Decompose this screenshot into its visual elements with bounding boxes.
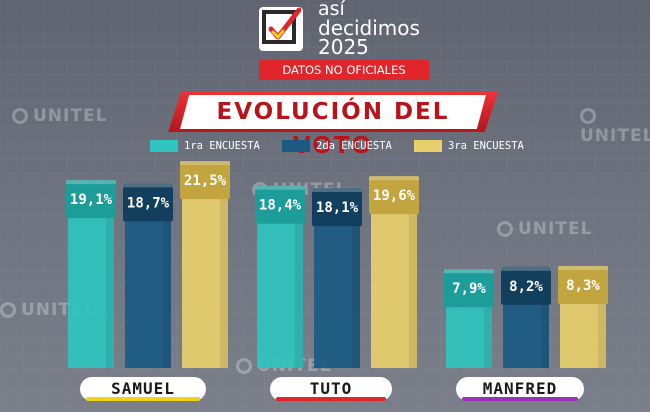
- bar-cap-highlight-samuel-3: [180, 161, 230, 166]
- bar-group-samuel-3: 21,5%: [180, 161, 230, 368]
- unitel-ring-icon: [12, 108, 28, 124]
- data-label-manfred-series-2: 8,2%: [509, 279, 543, 295]
- unofficial-data-badge: DATOS NO OFICIALES: [259, 60, 429, 80]
- bar-shade-tuto-2: [352, 224, 360, 368]
- watermark-text: UNITEL: [580, 126, 650, 146]
- bar-shade-manfred-2: [541, 302, 549, 368]
- legend-label-2: 2da ENCUESTA: [316, 140, 392, 152]
- data-label-samuel-series-3: 21,5%: [184, 173, 227, 189]
- bar-cap-tuto-series-2: [312, 188, 362, 227]
- data-label-tuto-series-2: 18,1%: [316, 200, 359, 216]
- bar-cap-manfred-series-2: [501, 266, 551, 305]
- brand-line-2: decidimos: [318, 16, 420, 40]
- brand-wordmark: así decidimos 2025: [318, 0, 420, 57]
- bar-samuel-series-2: [125, 219, 171, 368]
- bar-shade-samuel-2: [163, 219, 171, 368]
- bar-cap-highlight-samuel-2: [123, 183, 173, 188]
- brand-line-1: así: [318, 0, 345, 20]
- brand-logo: [259, 7, 303, 51]
- candidate-underline-tuto: [276, 397, 386, 401]
- bar-group-manfred-2: 8,2%: [501, 266, 551, 368]
- data-label-manfred-series-1: 7,9%: [452, 281, 486, 297]
- bar-shade-manfred-1: [484, 305, 492, 368]
- data-label-manfred-series-3: 8,3%: [566, 278, 600, 294]
- candidate-underline-manfred: [462, 397, 578, 401]
- bar-manfred-series-3: [560, 302, 606, 368]
- bar-group-tuto-3: 19,6%: [369, 176, 419, 368]
- legend-swatch-2: [282, 140, 310, 152]
- bar-shade-tuto-1: [295, 221, 303, 368]
- bar-samuel-series-3: [182, 197, 228, 368]
- legend-swatch-1: [150, 140, 178, 152]
- bar-samuel-series-1: [68, 216, 114, 368]
- bar-manfred-series-2: [503, 302, 549, 368]
- watermark-text: UNITEL: [518, 219, 593, 239]
- bar-cap-highlight-manfred-3: [558, 266, 608, 271]
- bar-cap-tuto-series-1: [255, 185, 305, 224]
- bar-cap-manfred-series-3: [558, 266, 608, 305]
- unitel-ring-icon: [236, 358, 252, 374]
- watermark-unitel-right: UNITEL: [580, 106, 650, 146]
- data-label-samuel-series-1: 19,1%: [70, 192, 113, 208]
- bar-group-manfred-3: 8,3%: [558, 266, 608, 368]
- bar-group-manfred-1: 7,9%: [444, 269, 494, 368]
- candidate-underline-samuel: [86, 397, 200, 401]
- watermark-unitel-mid-right: UNITEL: [497, 219, 592, 239]
- bar-tuto-series-2: [314, 224, 360, 368]
- bar-group-samuel-1: 19,1%: [66, 180, 116, 368]
- bar-cap-tuto-series-3: [369, 176, 419, 215]
- bar-cap-highlight-manfred-2: [501, 266, 551, 271]
- bar-tuto-series-1: [257, 221, 303, 368]
- bar-shade-manfred-3: [598, 302, 606, 368]
- data-label-samuel-series-2: 18,7%: [127, 195, 170, 211]
- unitel-ring-icon: [580, 108, 596, 124]
- bar-tuto-series-3: [371, 212, 417, 368]
- bar-cap-highlight-tuto-1: [255, 185, 305, 190]
- bar-group-samuel-2: 18,7%: [123, 183, 173, 368]
- legend-label-1: 1ra ENCUESTA: [184, 140, 260, 152]
- bar-cap-samuel-series-2: [123, 183, 173, 222]
- bar-group-tuto-2: 18,1%: [312, 188, 362, 368]
- checkmark-ballot-icon: [262, 7, 302, 44]
- bar-cap-samuel-series-1: [66, 180, 116, 219]
- bar-cap-samuel-series-3: [180, 161, 230, 200]
- bar-cap-manfred-series-1: [444, 269, 494, 308]
- bar-shade-samuel-3: [220, 197, 228, 368]
- unitel-ring-icon: [497, 221, 513, 237]
- legend-label-3: 3ra ENCUESTA: [448, 140, 524, 152]
- bar-shade-tuto-3: [409, 212, 417, 368]
- unitel-ring-icon: [0, 302, 16, 318]
- watermark-unitel-left: UNITEL: [12, 106, 107, 126]
- bar-manfred-series-1: [446, 305, 492, 368]
- bar-group-tuto-1: 18,4%: [255, 185, 305, 368]
- bar-cap-highlight-tuto-2: [312, 188, 362, 193]
- bar-cap-highlight-samuel-1: [66, 180, 116, 185]
- title-banner-inner: [180, 95, 486, 129]
- bar-cap-highlight-manfred-1: [444, 269, 494, 274]
- bar-shade-samuel-1: [106, 216, 114, 368]
- data-label-tuto-series-1: 18,4%: [259, 198, 302, 214]
- legend-swatch-3: [414, 140, 442, 152]
- bar-cap-highlight-tuto-3: [369, 176, 419, 181]
- brand-line-3: 2025: [318, 35, 369, 59]
- watermark-text: UNITEL: [33, 106, 108, 126]
- data-label-tuto-series-3: 19,6%: [373, 188, 416, 204]
